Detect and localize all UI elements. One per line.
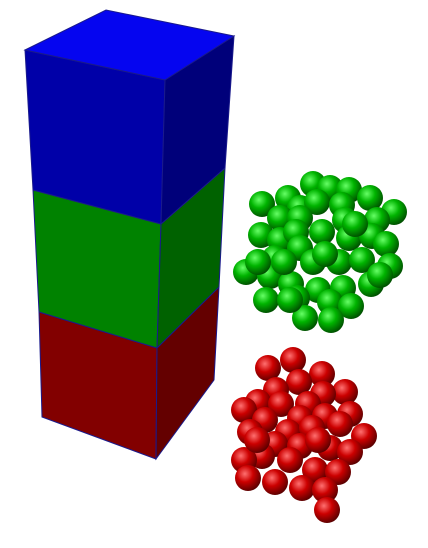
red-sphere xyxy=(309,361,335,387)
blue-block-top-face xyxy=(23,9,236,81)
red-sphere xyxy=(327,411,353,437)
red-sphere xyxy=(286,369,312,395)
box-tower[interactable] xyxy=(23,9,236,461)
red-sphere xyxy=(255,355,281,381)
blue-block[interactable] xyxy=(23,9,236,226)
green-sphere xyxy=(342,211,368,237)
red-sphere xyxy=(277,447,303,473)
red-sphere xyxy=(235,465,261,491)
green-sphere xyxy=(357,185,383,211)
green-sphere xyxy=(292,305,318,331)
green-sphere xyxy=(271,249,297,275)
green-sphere xyxy=(338,293,364,319)
green-sphere xyxy=(249,191,275,217)
red-sphere xyxy=(289,475,315,501)
red-sphere xyxy=(302,457,328,483)
green-sphere xyxy=(309,219,335,245)
green-sphere xyxy=(312,241,338,267)
red-sphere xyxy=(312,477,338,503)
red-sphere xyxy=(305,427,331,453)
green-sphere xyxy=(349,247,375,273)
red-sphere xyxy=(314,497,340,523)
red-sphere xyxy=(337,439,363,465)
green-sphere xyxy=(367,262,393,288)
red-sphere xyxy=(332,379,358,405)
green-sphere xyxy=(253,287,279,313)
green-sphere xyxy=(318,307,344,333)
green-sphere xyxy=(304,189,330,215)
red-sphere xyxy=(268,391,294,417)
green-sphere xyxy=(277,287,303,313)
green-sphere xyxy=(245,249,271,275)
red-sphere xyxy=(262,469,288,495)
red-sphere xyxy=(231,397,257,423)
red-sphere-cluster[interactable] xyxy=(231,347,377,523)
red-block[interactable] xyxy=(38,285,220,461)
green-sphere-cluster[interactable] xyxy=(233,171,407,333)
red-sphere xyxy=(244,427,270,453)
red-sphere xyxy=(280,347,306,373)
red-sphere xyxy=(325,459,351,485)
green-sphere xyxy=(373,231,399,257)
